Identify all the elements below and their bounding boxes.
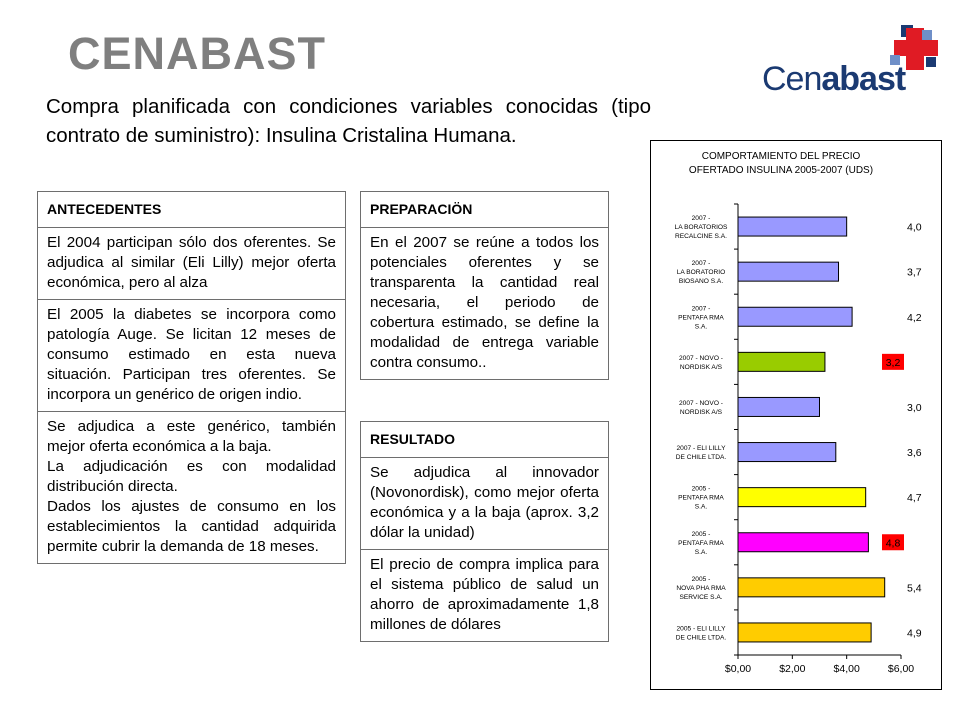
bar xyxy=(737,487,867,508)
value-label: 4,2 xyxy=(907,312,922,324)
cenabast-logo: Cenabast xyxy=(762,24,942,99)
preparacion-header: PREPARACIÖN xyxy=(360,191,609,228)
category-label: NOVA PHA RMA xyxy=(676,585,726,592)
antecedentes-cell-2004: El 2004 participan sólo dos oferentes. S… xyxy=(37,227,346,300)
page-title: CENABAST xyxy=(68,28,327,79)
bar xyxy=(737,216,848,237)
bar xyxy=(737,306,853,327)
logo-wordmark: Cenabast xyxy=(762,60,906,99)
bar xyxy=(737,261,840,282)
x-tick-label: $2,00 xyxy=(779,663,805,675)
category-label: DE CHILE LTDA. xyxy=(676,454,727,461)
price-chart: COMPORTAMIENTO DEL PRECIO OFERTADO INSULI… xyxy=(650,140,942,690)
category-label: S.A. xyxy=(695,504,708,511)
category-label: 2007 - NOVO - xyxy=(679,400,723,407)
subtitle: Compra planificada con condiciones varia… xyxy=(46,95,651,147)
medical-cross-icon xyxy=(890,25,938,70)
category-label: LA BORATORIOS xyxy=(675,224,728,231)
bar xyxy=(737,577,886,598)
chart-title-line: COMPORTAMIENTO DEL PRECIO xyxy=(702,151,861,162)
antecedentes-header: ANTECEDENTES xyxy=(37,191,346,228)
value-label-highlight xyxy=(882,353,904,370)
logo-text-bold: abast xyxy=(821,60,906,98)
category-label: NORDISK A/S xyxy=(680,409,723,416)
x-tick-label: $4,00 xyxy=(834,663,860,675)
chart-title-line: OFERTADO INSULINA 2005-2007 (UDS) xyxy=(689,165,873,176)
x-tick-label: $6,00 xyxy=(888,663,914,675)
resultado-header: RESULTADO xyxy=(360,421,609,458)
antecedentes-cell-adjudicacion: Se adjudica a este genérico, también mej… xyxy=(37,411,346,564)
bar xyxy=(737,532,869,553)
value-label-highlight xyxy=(882,534,904,551)
category-label: 2007 - xyxy=(692,260,711,267)
value-label: 4,9 xyxy=(907,627,922,639)
category-label: S.A. xyxy=(695,549,708,556)
bar xyxy=(737,351,826,372)
category-label: BIOSANO S.A. xyxy=(679,278,724,285)
resultado-cell-adjudicacion: Se adjudica al innovador (Novonordisk), … xyxy=(360,457,609,550)
value-label: 3,7 xyxy=(907,267,922,279)
antecedentes-cell-2005: El 2005 la diabetes se incorpora como pa… xyxy=(37,299,346,412)
value-label: 3,0 xyxy=(907,402,922,414)
category-label: DE CHILE LTDA. xyxy=(676,634,727,641)
category-label: RECALCINE S.A. xyxy=(675,233,727,240)
resultado-table: RESULTADO Se adjudica al innovador (Novo… xyxy=(360,421,609,642)
category-label: PENTAFA RMA xyxy=(678,314,724,321)
x-tick-label: $0,00 xyxy=(725,663,751,675)
category-label: PENTAFA RMA xyxy=(678,495,724,502)
antecedentes-table: ANTECEDENTES El 2004 participan sólo dos… xyxy=(37,191,346,564)
category-label: 2007 - xyxy=(692,215,711,222)
category-label: LA BORATORIO xyxy=(677,269,726,276)
resultado-cell-ahorro: El precio de compra implica para el sist… xyxy=(360,549,609,642)
category-label: S.A. xyxy=(695,323,708,330)
category-label: 2005 - xyxy=(692,576,711,583)
category-label: 2005 - xyxy=(692,531,711,538)
category-label: NORDISK A/S xyxy=(680,364,723,371)
category-label: 2007 - NOVO - xyxy=(679,355,723,362)
preparacion-table: PREPARACIÖN En el 2007 se reúne a todos … xyxy=(360,191,609,380)
bar xyxy=(737,622,872,643)
bar xyxy=(737,396,820,417)
category-label: 2007 - xyxy=(692,305,711,312)
category-label: 2005 - xyxy=(692,486,711,493)
value-label: 4,0 xyxy=(907,222,922,234)
category-label: 2007 - ELI LILLY xyxy=(677,445,727,452)
bar xyxy=(737,442,837,463)
preparacion-cell: En el 2007 se reúne a todos los potencia… xyxy=(360,227,609,380)
value-label: 4,7 xyxy=(907,492,922,504)
category-label: SERVICE S.A. xyxy=(679,594,722,601)
category-label: PENTAFA RMA xyxy=(678,540,724,547)
value-label: 3,6 xyxy=(907,447,922,459)
price-chart-svg: COMPORTAMIENTO DEL PRECIO OFERTADO INSULI… xyxy=(675,151,922,675)
category-label: 2005 - ELI LILLY xyxy=(677,625,727,632)
value-label: 5,4 xyxy=(907,582,922,594)
value-label: 4,8 xyxy=(886,537,901,549)
logo-text-light: Cen xyxy=(762,60,822,98)
value-label: 3,2 xyxy=(886,357,901,369)
